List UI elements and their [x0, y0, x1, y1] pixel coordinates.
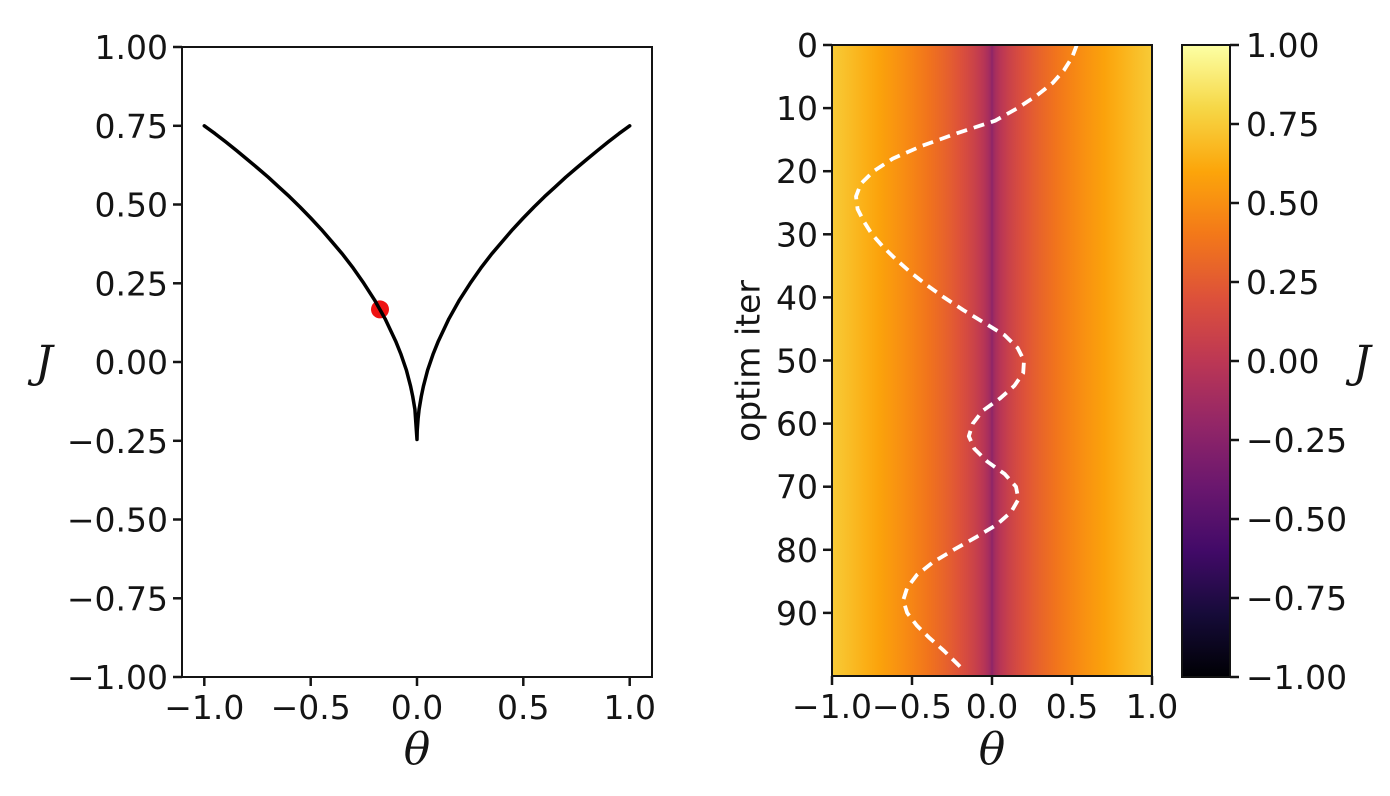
left-x-tick-label: −0.5 — [271, 688, 351, 727]
colorbar-label: J — [1345, 337, 1373, 388]
colorbar-tick-label: 0.25 — [1246, 263, 1319, 302]
right-y-axis-label: optim iter — [729, 280, 768, 442]
right-y-tick-label: 40 — [776, 278, 818, 317]
left-y-axis-label: J — [27, 337, 55, 388]
cost-landscape-heatmap — [832, 45, 1152, 676]
left-y-tick-label: −1.00 — [67, 658, 168, 697]
right-x-tick-label: 0.5 — [1046, 687, 1098, 726]
right-x-axis-label: θ — [979, 724, 1006, 775]
right-y-tick-label: 50 — [776, 342, 818, 381]
left-y-tick-label: 0.25 — [95, 264, 168, 303]
colorbar-tick-label: −0.25 — [1246, 421, 1347, 460]
left-x-axis-label: θ — [404, 724, 431, 775]
left-x-tick-label: 0.0 — [391, 688, 443, 727]
colorbar-tick-label: −0.50 — [1246, 500, 1347, 539]
colorbar-tick-label: 1.00 — [1246, 26, 1319, 65]
left-y-tick-label: −0.25 — [67, 422, 168, 461]
right-y-tick-label: 80 — [776, 531, 818, 570]
left-y-tick-label: −0.50 — [67, 501, 168, 540]
left-x-tick-label: −1.0 — [164, 688, 244, 727]
left-x-tick-label: 1.0 — [603, 688, 655, 727]
right-x-tick-label: −1.0 — [792, 687, 872, 726]
colorbar-gradient-bar — [1182, 45, 1230, 677]
optimization-trajectory — [854, 44, 1079, 672]
colorbar-tick-label: −0.75 — [1246, 579, 1347, 618]
left-y-tick-label: −0.75 — [67, 579, 168, 618]
right-y-tick-label: 90 — [776, 594, 818, 633]
colorbar-panel: 1.00 0.75 0.50 0.25 0.00 −0.25 −0.50 −0.75 −1.00 — [1181, 26, 1347, 697]
right-x-tick-label: 1.0 — [1126, 687, 1178, 726]
left-x-tick-label: 0.5 — [497, 688, 549, 727]
left-y-tick-label: 0.75 — [95, 107, 168, 146]
left-axes-box — [181, 46, 653, 678]
right-y-tick-label: 0 — [797, 26, 818, 65]
right-y-tick-label: 30 — [776, 215, 818, 254]
left-y-tick-label: 1.00 — [95, 28, 168, 67]
colorbar-tick-label: 0.50 — [1246, 184, 1319, 223]
colorbar-tick-label: 0.00 — [1246, 342, 1319, 381]
colorbar-tick-label: 0.75 — [1246, 105, 1319, 144]
cost-curve — [202, 124, 632, 442]
left-y-tick-label: 0.50 — [95, 186, 168, 225]
right-panel-iteration-heatmap: −1.0 −0.5 0.0 0.5 1.0 0 10 20 30 40 50 60 70 80 90 — [776, 26, 1178, 726]
right-x-tick-label: 0.0 — [966, 687, 1018, 726]
colorbar-tick-label: −1.00 — [1246, 658, 1347, 697]
right-y-tick-label: 10 — [776, 89, 818, 128]
right-y-tick-label: 60 — [776, 405, 818, 444]
right-y-tick-label: 20 — [776, 152, 818, 191]
right-x-tick-label: −0.5 — [872, 687, 952, 726]
right-y-tick-label: 70 — [776, 468, 818, 507]
left-y-tick-label: 0.00 — [95, 343, 168, 382]
left-panel-cost-curve: −1.0 −0.5 0.0 0.5 1.0 1.00 0.75 0.50 0.25 0.00 −0.… — [67, 28, 656, 727]
